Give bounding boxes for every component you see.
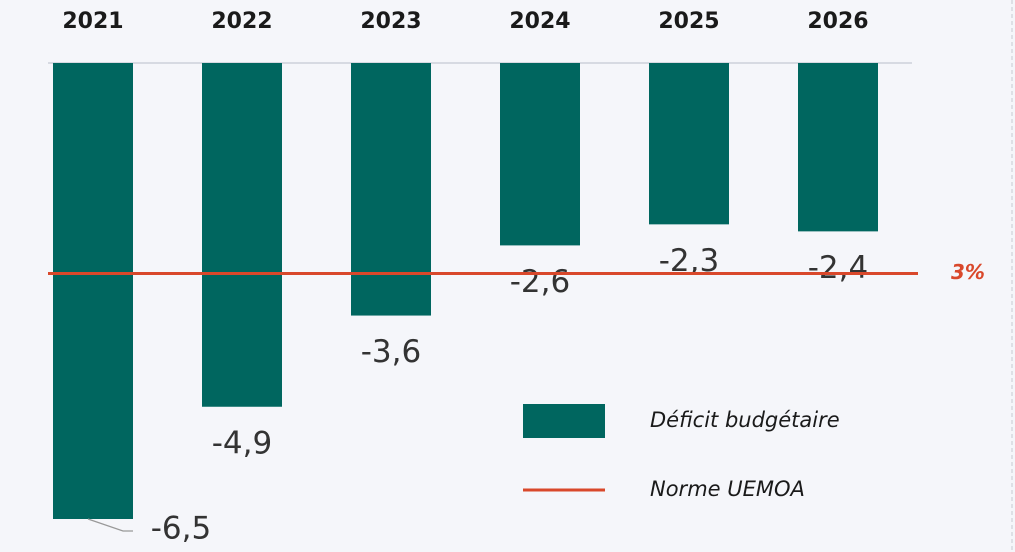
legend-label: Norme UEMOA bbox=[650, 477, 805, 501]
x-tick-label: 2023 bbox=[360, 9, 421, 34]
legend-swatch bbox=[523, 404, 605, 438]
x-tick-label: 2021 bbox=[62, 9, 123, 34]
value-label: -2,6 bbox=[510, 264, 571, 300]
bar bbox=[202, 63, 282, 407]
leader-line bbox=[87, 518, 133, 532]
value-label: -3,6 bbox=[361, 334, 422, 370]
bar bbox=[649, 63, 729, 225]
bar bbox=[798, 63, 878, 232]
value-label: -2,4 bbox=[808, 250, 869, 286]
value-label: -6,5 bbox=[151, 511, 212, 547]
x-tick-label: 2024 bbox=[509, 9, 570, 34]
x-tick-label: 2025 bbox=[658, 9, 719, 34]
bar bbox=[500, 63, 580, 246]
x-tick-label: 2022 bbox=[211, 9, 272, 34]
x-tick-label: 2026 bbox=[807, 9, 868, 34]
reference-label: 3% bbox=[951, 260, 985, 284]
legend-label: Déficit budgétaire bbox=[650, 408, 840, 432]
bar bbox=[53, 63, 133, 519]
value-label: -4,9 bbox=[212, 425, 273, 461]
bar bbox=[351, 63, 431, 316]
